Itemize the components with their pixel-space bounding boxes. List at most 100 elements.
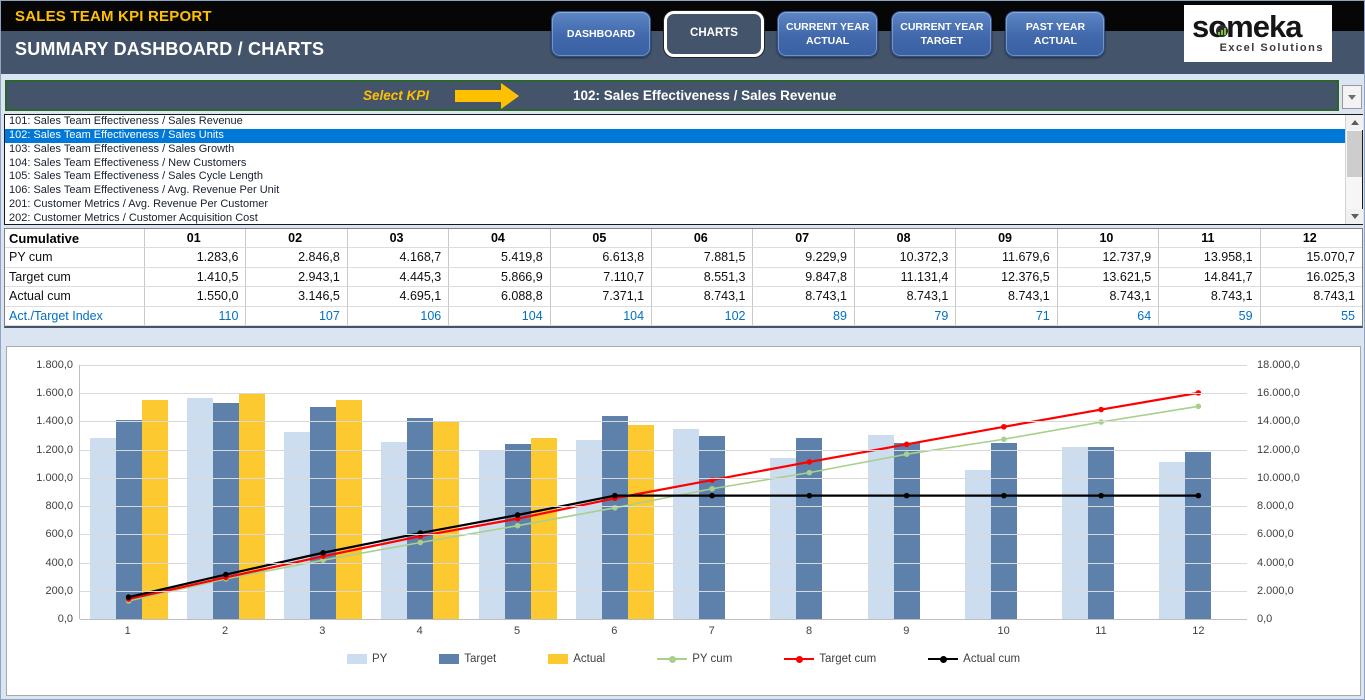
y-axis-tick-label: 16.000,0 (1257, 387, 1300, 400)
bar-py (770, 457, 797, 619)
table-cell: 9.847,8 (753, 267, 855, 288)
table-cell: 7.371,1 (550, 287, 653, 307)
bar-target (115, 419, 142, 619)
legend-item-actual: Actual (548, 653, 605, 665)
legend-item-py-cum: PY cum (657, 653, 732, 665)
bar-target (310, 407, 337, 619)
bar-group-month-6 (566, 365, 663, 619)
bar-target (407, 418, 434, 619)
table-cell: 7.110,7 (550, 267, 653, 288)
legend-item-actual-cum: Actual cum (928, 653, 1020, 665)
scroll-down-button[interactable] (1346, 209, 1363, 224)
nav-button-past-year[interactable]: PAST YEAR ACTUAL (1005, 11, 1106, 57)
bar-py (867, 434, 894, 619)
legend-item-py: PY (346, 653, 387, 665)
bar-target (893, 443, 920, 619)
triangle-down-icon (1350, 214, 1359, 219)
table-cell: 5.419,8 (449, 248, 551, 268)
bar-actual (627, 425, 654, 619)
chart-bars (80, 365, 1247, 619)
y-axis-tick-label: 1.400,0 (36, 415, 73, 428)
marker-py-cum (1001, 436, 1007, 443)
kpi-list-item[interactable]: 105: Sales Team Effectiveness / Sales Cy… (9, 170, 263, 183)
bar-py (381, 442, 408, 619)
legend-swatch-icon (439, 654, 460, 664)
table-column-header: 08 (854, 229, 957, 249)
table-cell: 5.866,9 (449, 267, 551, 288)
gridline (80, 619, 1247, 620)
legend-line-icon (784, 655, 815, 663)
nav-button-current-year[interactable]: CURRENT YEAR ACTUAL (777, 11, 879, 57)
bar-py (1062, 446, 1089, 619)
scroll-up-button[interactable] (1346, 115, 1363, 130)
bar-py (1159, 462, 1186, 619)
legend-line-icon (928, 655, 959, 663)
marker-actual-cum (223, 571, 229, 578)
legend-label: Actual cum (963, 653, 1021, 665)
table-column-header: 01 (145, 229, 247, 249)
kpi-list-item[interactable]: 101: Sales Team Effectiveness / Sales Re… (9, 115, 243, 127)
marker-target-cum (1001, 423, 1007, 430)
table-cell: 12.737,9 (1057, 248, 1160, 268)
table-cell: 59 (1159, 306, 1261, 326)
table-cell: 9.229,9 (753, 248, 855, 268)
table-cell: 2.846,8 (246, 248, 348, 268)
table-cell: 8.743,1 (753, 287, 855, 307)
logo-tagline: Excel Solutions (1219, 42, 1324, 54)
table-cell: 107 (246, 306, 348, 326)
marker-py-cum (806, 469, 813, 476)
table-cell: 8.743,1 (652, 287, 754, 307)
table-cell: 89 (753, 306, 855, 326)
marker-py-cum (1195, 403, 1202, 410)
table-cell: 4.445,3 (347, 267, 450, 288)
bar-target (990, 443, 1017, 619)
nav-button-dashboard[interactable]: DASHBOARD (551, 11, 651, 57)
nav-button-current-year[interactable]: CURRENT YEAR TARGET (891, 11, 993, 57)
bar-actual (433, 422, 460, 619)
kpi-list-item[interactable]: 104: Sales Team Effectiveness / New Cust… (9, 156, 247, 169)
marker-actual-cum (1098, 492, 1104, 499)
y-axis-tick-label: 10.000,0 (1257, 471, 1300, 484)
gridline (80, 421, 1247, 423)
kpi-list-item[interactable]: 102: Sales Team Effectiveness / Sales Un… (5, 128, 1362, 143)
listbox-scrollbar[interactable] (1345, 115, 1363, 224)
table-cell: 14.841,7 (1159, 267, 1261, 288)
y-axis-tick-label: 600,0 (45, 528, 73, 541)
x-axis-tick-label: 2 (221, 625, 229, 637)
table-cell: 15.070,7 (1260, 248, 1362, 268)
kpi-chart: 1.800,0 1.600,0 1.400,0 1.200,0 1.000,0 800,0… (6, 346, 1361, 696)
kpi-list-item[interactable]: 106: Sales Team Effectiveness / Avg. Rev… (9, 184, 280, 197)
scrollbar-thumb[interactable] (1347, 131, 1362, 177)
table-column-header: 04 (449, 229, 551, 249)
kpi-list-item[interactable]: 201: Customer Metrics / Avg. Revenue Per… (9, 198, 269, 211)
select-kpi-label: Select KPI (363, 88, 430, 103)
table-column-header: 09 (956, 229, 1058, 249)
marker-actual-cum (903, 492, 910, 499)
bar-target (796, 437, 823, 619)
y-axis-tick-label: 12.000,0 (1257, 443, 1300, 456)
table-column-header: 10 (1057, 229, 1160, 249)
x-axis-tick-label: 8 (805, 625, 813, 637)
kpi-list-item[interactable]: 202: Customer Metrics / Customer Acquisi… (9, 211, 258, 224)
gridline (80, 449, 1247, 451)
marker-py-cum (514, 522, 521, 529)
bar-group-month-7 (664, 365, 761, 619)
legend-swatch-icon (548, 654, 569, 664)
table-cell: 8.551,3 (652, 267, 754, 288)
marker-py-cum (320, 557, 326, 563)
kpi-list-item[interactable]: 103: Sales Team Effectiveness / Sales Gr… (9, 142, 235, 155)
gridline (80, 534, 1247, 536)
table-corner-header: Cumulative (5, 229, 145, 249)
chart-lines (125, 390, 1202, 604)
table-cell: 8.743,1 (854, 287, 957, 307)
marker-target-cum (1195, 390, 1202, 396)
legend-label: PY cum (692, 653, 733, 665)
bar-group-month-8 (761, 365, 858, 619)
marker-actual-cum (125, 594, 132, 600)
nav-button-charts[interactable]: CHARTS (664, 11, 764, 57)
table-cell: 6.088,8 (449, 287, 551, 307)
y-axis-tick-label: 4.000,0 (1257, 556, 1294, 569)
table-cell: 1.283,6 (145, 248, 247, 268)
table-cell: 1.550,0 (145, 287, 247, 307)
kpi-dropdown-button[interactable] (1342, 85, 1362, 109)
